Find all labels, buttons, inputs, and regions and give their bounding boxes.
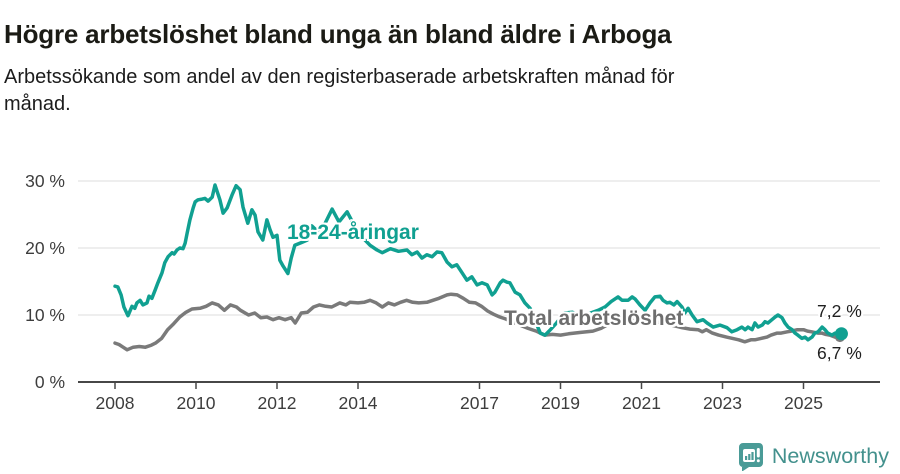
series-line-18-24-aringar [113, 183, 842, 342]
newsworthy-icon [738, 443, 763, 471]
series-label-total-arbetsloshet: Total arbetslöshet [504, 307, 684, 330]
end-value-label-youth: 7,2 % [817, 301, 862, 321]
y-tick-label-10: 10 % [25, 305, 65, 325]
y-tick-label-0: 0 % [34, 372, 65, 392]
chart-subtitle: Arbetssökande som andel av den registerb… [4, 64, 674, 118]
y-tick-label-30: 30 % [25, 171, 65, 191]
x-axis [78, 381, 880, 389]
x-tick-label-2010: 2010 [176, 393, 216, 413]
newsworthy-logo-link[interactable]: Newsworthy [737, 441, 889, 471]
y-tick-label-20: 20 % [25, 238, 65, 258]
bar-chart-glyph [744, 456, 748, 460]
series-line-total-arbetsloshet [113, 292, 842, 352]
series-lines [113, 183, 848, 352]
x-tick-label-2008: 2008 [95, 393, 135, 413]
x-tick-label-2019: 2019 [541, 393, 580, 413]
page-title: Högre arbetslöshet bland unga än bland ä… [4, 19, 672, 50]
x-tick-label-2014: 2014 [338, 393, 378, 413]
chart-subtitle-line2: månad. [4, 93, 71, 115]
end-value-label-total: 6,7 % [817, 343, 862, 363]
exclamation-glyph [756, 448, 760, 458]
series-label-18-24-aringar: 18-24-åringar [287, 221, 419, 244]
x-tick-label-2023: 2023 [703, 393, 742, 413]
end-dot-youth [834, 327, 848, 341]
x-tick-label-2017: 2017 [460, 393, 499, 413]
newsworthy-wordmark: Newsworthy [771, 443, 889, 468]
gridlines [78, 180, 880, 316]
x-tick-label-2012: 2012 [257, 393, 297, 413]
x-tick-label-2025: 2025 [784, 393, 823, 413]
chart-subtitle-line1: Arbetssökande som andel av den registerb… [4, 66, 675, 88]
x-tick-label-2021: 2021 [622, 393, 661, 413]
